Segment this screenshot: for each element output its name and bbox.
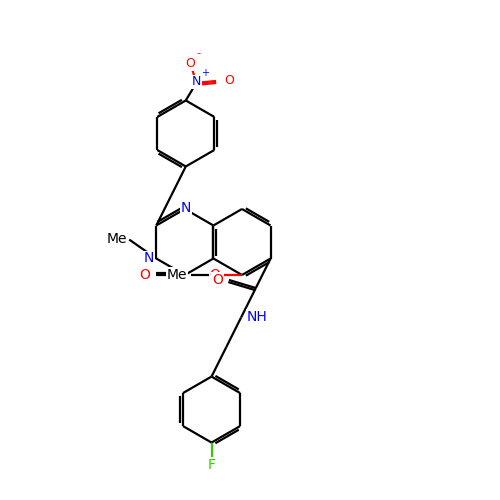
Text: N: N	[144, 252, 154, 266]
Text: +: +	[202, 68, 209, 78]
Text: Me: Me	[166, 268, 187, 282]
Text: -: -	[196, 48, 200, 58]
Text: O: O	[210, 268, 220, 282]
Text: Me: Me	[106, 232, 127, 245]
Text: O: O	[212, 273, 223, 287]
Text: N: N	[180, 201, 191, 215]
Text: O: O	[139, 268, 150, 282]
Text: N: N	[192, 76, 201, 88]
Text: NH: NH	[247, 310, 268, 324]
Text: O: O	[185, 57, 195, 70]
Text: O: O	[224, 74, 234, 88]
Text: F: F	[208, 458, 216, 472]
